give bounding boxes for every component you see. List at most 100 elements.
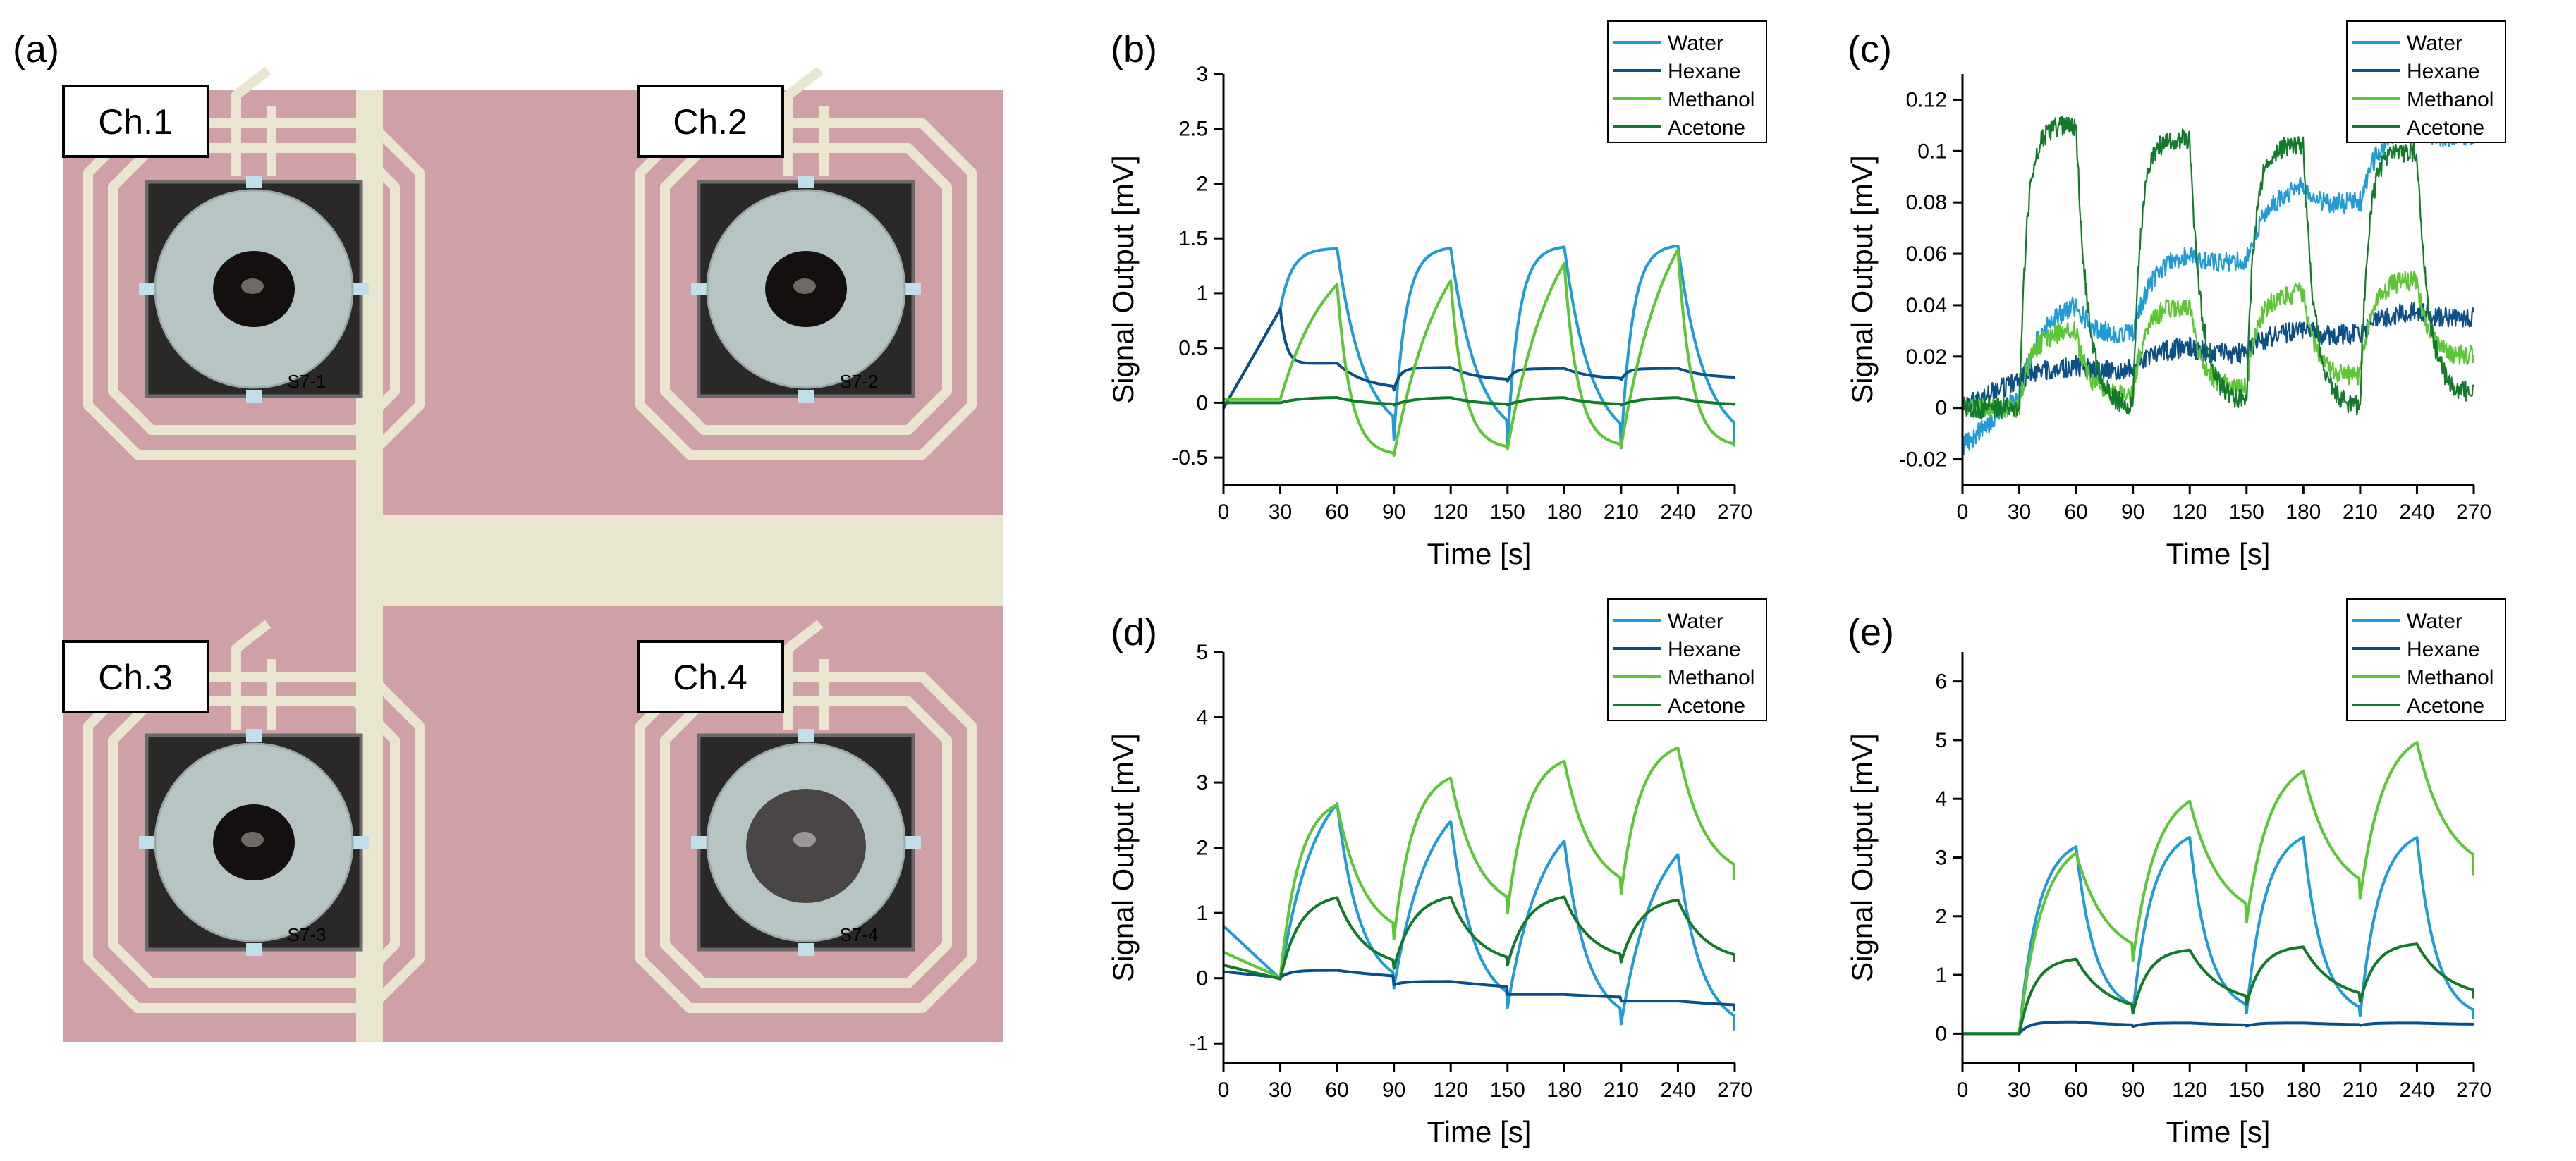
series-line-acetone	[1962, 942, 2474, 1036]
pad	[246, 390, 262, 403]
legend-label: Hexane	[1668, 638, 1740, 661]
sensor-ch3: S7-3 Ch.3	[62, 620, 425, 1013]
x-tick-label: 240	[2399, 500, 2434, 524]
chart-c: (c) 0 30 60 90 120 150 180 210 240 270 -0.02 0 0.02 0.…	[1845, 20, 2506, 570]
series-line-acetone	[1223, 895, 1735, 981]
x-tick-label: 180	[1546, 500, 1582, 524]
droplet-highlight	[793, 832, 816, 847]
series-line-water	[1223, 244, 1735, 450]
chip-code: S7-4	[840, 924, 879, 945]
y-tick-label: 4	[1935, 787, 1947, 811]
x-tick-label: 180	[2285, 500, 2321, 524]
x-tick-label: 270	[1717, 1079, 1752, 1102]
legend-label: Water	[1668, 610, 1723, 633]
trace-loop-outer	[660, 143, 952, 435]
trace-loop-outer	[108, 143, 400, 435]
series-line-water	[1962, 835, 2474, 1036]
y-axis-label: Signal Output [mV]	[1845, 733, 1879, 982]
panel-label: (d)	[1111, 611, 1157, 653]
y-tick-label: 3	[1196, 771, 1208, 794]
lead-top	[231, 620, 271, 730]
y-tick-label: 2.5	[1178, 118, 1208, 141]
y-tick-label: 0	[1196, 967, 1208, 990]
y-tick-label: 1.5	[1178, 227, 1208, 250]
x-tick-label: 60	[2064, 500, 2087, 524]
sensor-ch1: S7-1 Ch.1	[62, 66, 425, 460]
x-tick-label: 210	[1604, 1079, 1639, 1102]
y-tick-label: 0.04	[1906, 294, 1947, 317]
pad	[246, 943, 262, 956]
x-tick-label: 60	[2064, 1079, 2087, 1102]
series-group	[1223, 746, 1735, 1031]
chart-e: (e) 0 30 60 90 120 150 180 210 240 270 0 1 2 3 4 5 6 Time …	[1845, 598, 2506, 1148]
channel-label: Ch.1	[62, 85, 209, 158]
x-tick-label: 120	[1433, 1079, 1468, 1102]
pad	[798, 943, 814, 956]
series-line-methanol	[1223, 248, 1735, 457]
y-tick-label: 0.12	[1906, 88, 1947, 111]
y-tick-label: 0	[1935, 1022, 1947, 1045]
y-tick-label: 5	[1935, 729, 1947, 752]
chip-code: S7-3	[288, 924, 326, 945]
x-tick-label: 210	[2343, 1079, 2378, 1102]
x-tick-label: 150	[2229, 1079, 2264, 1102]
x-axis-label: Time [s]	[1427, 537, 1532, 570]
series-line-methanol	[1962, 741, 2474, 1036]
panel-label: (e)	[1848, 611, 1894, 653]
pad	[139, 836, 154, 849]
channel-label-box	[62, 85, 209, 158]
sensor-ch2: S7-2 Ch.2	[635, 66, 977, 460]
pad	[905, 836, 921, 849]
x-tick-label: 30	[2008, 500, 2031, 524]
x-tick-label: 60	[1325, 1079, 1348, 1102]
x-tick-label: 270	[2456, 500, 2491, 524]
y-tick-label: 4	[1196, 706, 1208, 730]
x-tick-label: 150	[1490, 500, 1525, 524]
y-tick-label: 0.02	[1906, 345, 1947, 369]
pad	[353, 283, 369, 295]
pad	[691, 836, 707, 849]
x-tick-label: 0	[1218, 1079, 1230, 1102]
legend-label: Water	[2407, 610, 2462, 633]
y-tick-label: 6	[1935, 670, 1947, 694]
x-tick-label: 90	[1382, 500, 1405, 524]
x-tick-label: 180	[2285, 1079, 2321, 1102]
channel-label-box	[637, 640, 784, 713]
pad	[905, 283, 921, 295]
droplet-highlight	[241, 278, 264, 294]
legend: Water Hexane Methanol Acetone	[2346, 20, 2506, 143]
series-line-methanol	[1223, 746, 1735, 979]
bus-horizontal	[356, 515, 1003, 606]
droplet-highlight	[793, 278, 816, 294]
x-tick-label: 180	[1546, 1079, 1582, 1102]
y-tick-label: 2	[1935, 905, 1947, 928]
pad	[691, 283, 707, 295]
x-tick-label: 0	[1957, 500, 1969, 524]
chart-d: (d) 0 30 60 90 120 150 180 210 240 270 -1 0 1 2 3 4 5 Time…	[1106, 598, 1767, 1148]
series-line-methanol	[1962, 271, 2474, 419]
y-tick-label: 2	[1196, 172, 1208, 195]
x-tick-label: 30	[1269, 500, 1292, 524]
x-tick-label: 150	[2229, 500, 2264, 524]
x-tick-label: 150	[1490, 1079, 1525, 1102]
trace-loop-outer	[660, 696, 952, 988]
trace-loop-outer2	[635, 672, 977, 1013]
x-tick-label: 270	[1717, 500, 1752, 524]
trace-loop-outer2	[83, 672, 425, 1013]
y-axis-label: Signal Output [mV]	[1845, 155, 1879, 404]
x-tick-label: 210	[1604, 500, 1639, 524]
channel-label-box	[637, 85, 784, 158]
y-tick-label: 2	[1196, 837, 1208, 860]
x-tick-label: 0	[1957, 1079, 1969, 1102]
series-line-hexane	[1962, 1020, 2474, 1036]
x-tick-label: 30	[2008, 1079, 2031, 1102]
y-tick-label: 1	[1935, 964, 1947, 987]
series-line-water	[1223, 802, 1735, 1031]
legend-label: Water	[1668, 32, 1723, 55]
x-tick-label: 90	[2121, 500, 2144, 524]
panel-a-label: (a)	[13, 28, 59, 70]
x-tick-label: 120	[1433, 500, 1468, 524]
y-axis-label: Signal Output [mV]	[1106, 733, 1140, 982]
droplet-highlight	[241, 832, 264, 847]
